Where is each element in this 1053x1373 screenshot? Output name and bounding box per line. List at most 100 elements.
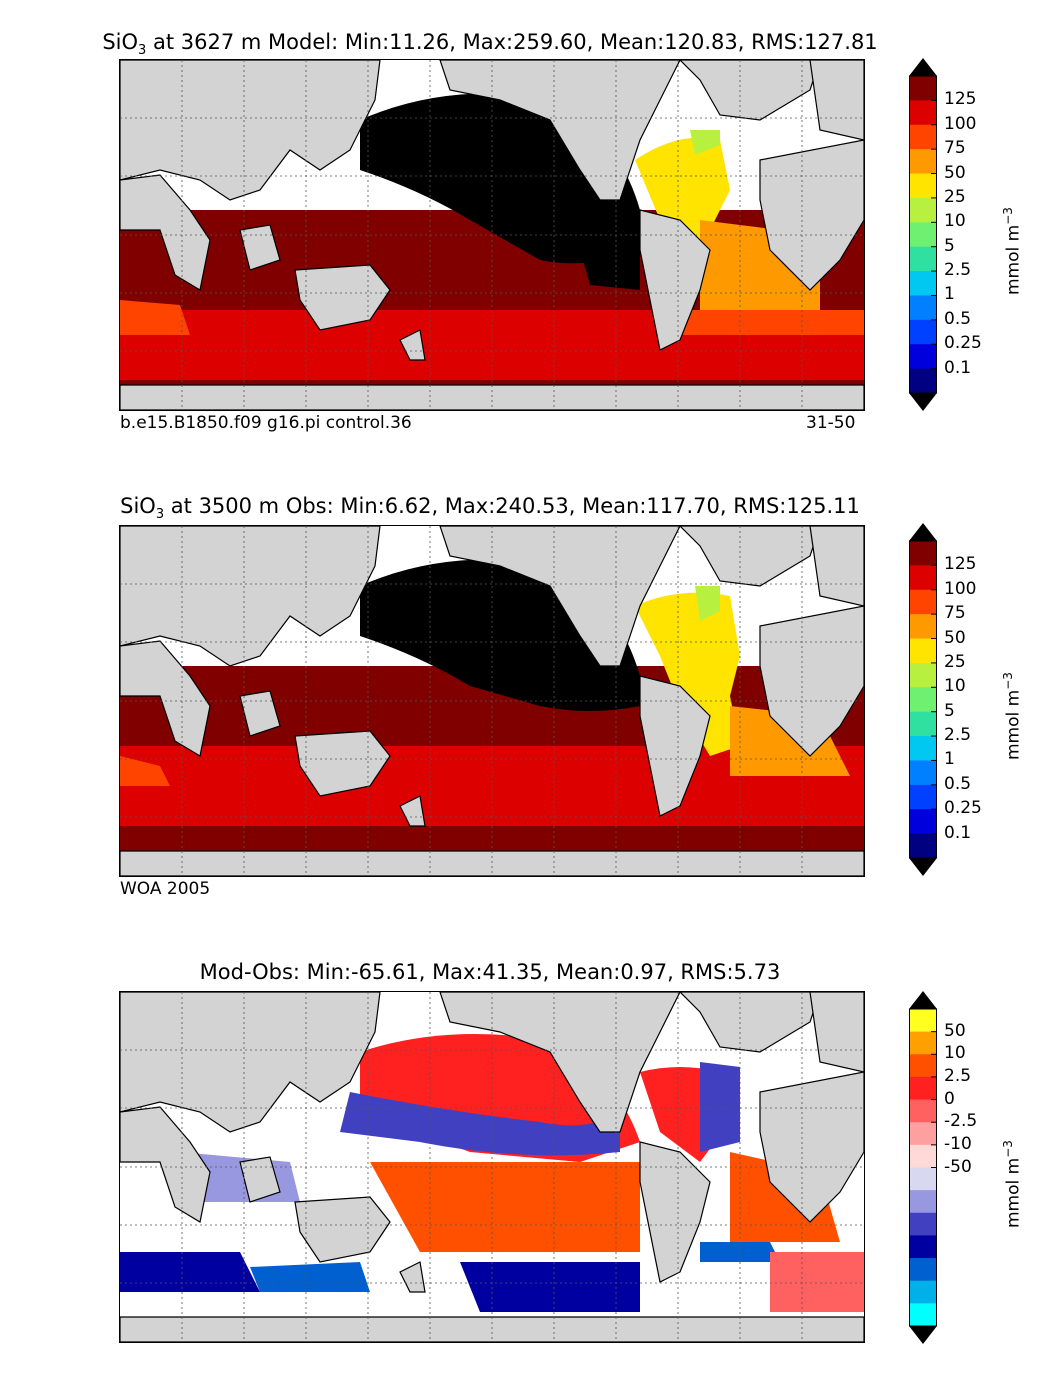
map-model [119,59,865,411]
pacific-east-fill [580,250,640,290]
colorbar-tick-label: -50 [944,1156,972,1177]
graticule [120,992,864,1342]
caption-model-years: 31-50 [806,413,856,433]
colorbar-segment [909,124,937,150]
unit-text: mmol m [1003,224,1024,295]
colorbar-tick-label: 25 [944,651,966,672]
colorbar-segment [909,662,937,688]
colorbar-tick-label: 50 [944,1020,966,1041]
graticule [120,526,864,876]
atlantic-band [680,310,864,335]
colorbar-top-arrow [909,991,937,1009]
europe-land [809,60,864,141]
colorbar-tick-label: 0.25 [944,333,982,354]
colorbar-unit-label: mmol m−3 [1001,207,1024,295]
colorbar-segment [909,833,937,859]
caption-obs-source: WOA 2005 [120,879,211,899]
colorbar-svg [909,523,937,876]
colorbar-tick-label: 2.5 [944,1065,972,1086]
colorbar-segment [909,368,937,394]
north-america-land [439,60,681,201]
nz-land [399,329,426,361]
colorbar-tick-label: 100 [944,578,977,599]
colorbar-segment [909,1235,937,1259]
colorbar-bottom-arrow [909,393,937,411]
map-obs-svg [120,526,864,876]
colorbar-segment [909,1303,937,1327]
colorbar-segment [909,1054,937,1078]
colorbar-unit-label: mmol m−3 [1001,1140,1024,1228]
colorbar-tick-label: 1 [944,284,955,305]
colorbar-unit-label: mmol m−3 [1001,672,1024,760]
colorbar-segment [909,1258,937,1282]
unit-exponent: −3 [1001,206,1015,225]
colorbar-segment [909,222,937,248]
graticule [120,60,864,410]
map-model-svg [120,60,864,410]
labrador-fill [690,130,720,155]
colorbar-segment [909,687,937,713]
colorbar-tick-label: 2.5 [944,725,972,746]
colorbar-diff: 50 10 2.5 0 -2.5 -10 -50 mmol m−3 [909,991,1024,1344]
colorbar-segment [909,173,937,199]
colorbar-svg [909,58,937,411]
panel-title-obs: SiO3 at 3500 m Obs: Min:6.62, Max:240.53… [30,494,950,522]
title-stats: at 3627 m Model: Min:11.26, Max:259.60, … [146,30,878,54]
land-layer [120,60,864,410]
colorbar-segment [909,100,937,126]
colorbar-tick-label: 25 [944,186,966,207]
colorbar-tick-label: 5 [944,235,955,256]
colorbar-svg [909,991,937,1344]
title-stats: at 3500 m Obs: Min:6.62, Max:240.53, Mea… [164,494,860,518]
colorbar-segment [909,1144,937,1168]
colorbar-tick-label: 100 [944,113,977,134]
colorbar-segment [909,319,937,345]
colorbar-segment [909,149,937,175]
colorbar-segment [909,711,937,737]
greenland-land [679,60,821,121]
colorbar-segment [909,589,937,615]
title-subscript: 3 [155,507,165,523]
colorbar-tick-label: 0.5 [944,773,972,794]
colorbar-segment [909,1031,937,1055]
southeast-positive [770,1252,864,1312]
panel-title-diff: Mod-Obs: Min:-65.61, Max:41.35, Mean:0.9… [30,960,950,984]
colorbar-tick-label: 0.1 [944,822,972,843]
colorbar-model: 125 100 75 50 25 10 5 2.5 1 0.5 0.25 0.1 mmol m−3 [909,58,1024,411]
colorbar-frame [909,75,937,394]
south-america-land [639,209,711,351]
colorbar-tick-label: 1 [944,749,955,770]
title-stats: Mod-Obs: Min:-65.61, Max:41.35, Mean:0.9… [199,960,781,984]
colorbar-segment [909,1122,937,1146]
colorbar-tick-label: 75 [944,138,966,159]
north-atlantic-fill [635,592,740,756]
colorbar-tick-label: -2.5 [944,1111,978,1132]
colorbar-segment [909,638,937,664]
colorbar-segment [909,784,937,810]
colorbar-tick-label: 50 [944,162,966,183]
panel-title-model: SiO3 at 3627 m Model: Min:11.26, Max:259… [30,30,950,58]
colorbar-segment [909,1076,937,1101]
colorbar-frame [909,540,937,859]
title-species: SiO [102,30,139,54]
colorbar-tick-label: 10 [944,676,966,697]
colorbar-segment [909,344,937,370]
colorbar-segment [909,197,937,223]
south-pacific-positive [370,1162,640,1252]
southern-negative-east [460,1262,640,1312]
colorbar-top-arrow [909,523,937,541]
colorbar-top-arrow [909,58,937,76]
india-land [239,224,281,271]
unit-exponent: −3 [1001,1139,1015,1158]
colorbar-segment [909,271,937,296]
unit-text: mmol m [1003,1157,1024,1228]
colorbar-segment [909,614,937,640]
colorbar-tick-label: -10 [944,1133,972,1154]
colorbar-segment [909,1167,937,1191]
west-band [120,756,170,786]
colorbar-tick-label: 75 [944,603,966,624]
colorbar-tick-label: 2.5 [944,260,972,281]
map-diff-svg [120,992,864,1342]
map-obs [119,525,865,877]
colorbar-tick-label: 0.1 [944,357,972,378]
